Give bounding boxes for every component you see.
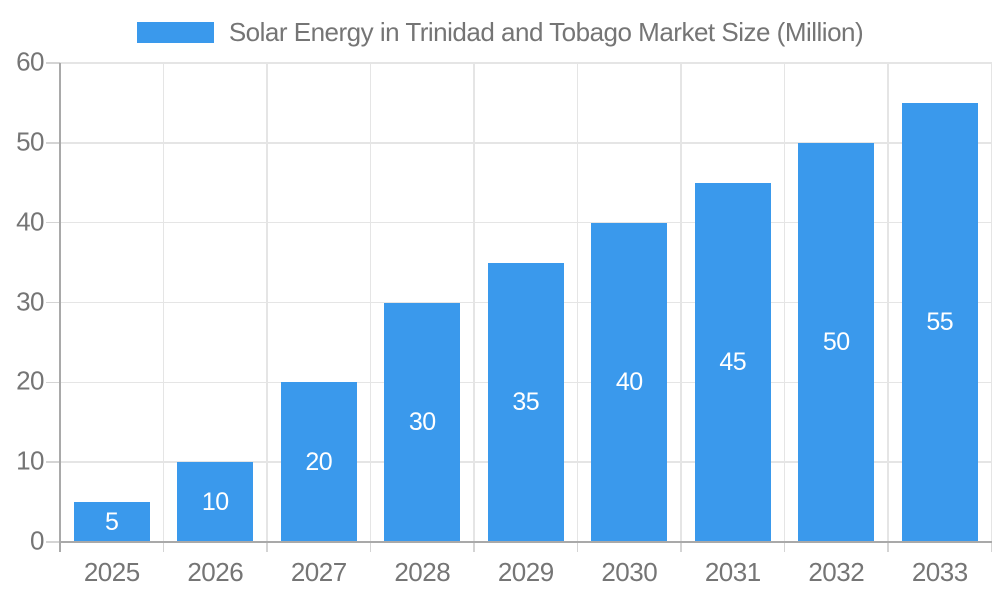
bar-2031[interactable]: 45 xyxy=(694,182,771,542)
y-tick-label: 60 xyxy=(16,46,44,77)
y-tick-label: 0 xyxy=(30,525,44,556)
gridline-vertical xyxy=(266,63,268,542)
gridline-vertical xyxy=(680,63,682,542)
x-axis-tick xyxy=(887,542,889,552)
x-tick-label: 2031 xyxy=(704,557,761,587)
legend[interactable]: Solar Energy in Trinidad and Tobago Mark… xyxy=(0,16,1000,47)
gridline-horizontal xyxy=(60,142,992,144)
gridline-vertical xyxy=(473,63,475,542)
gridline-vertical xyxy=(576,63,579,542)
x-axis-tick xyxy=(990,542,993,552)
gridline-vertical xyxy=(783,63,786,542)
legend-label: Solar Energy in Trinidad and Tobago Mark… xyxy=(228,16,864,47)
x-axis-tick xyxy=(783,542,786,552)
x-axis-tick xyxy=(680,542,682,552)
y-axis-tick xyxy=(46,541,60,543)
bar-value-label: 10 xyxy=(201,487,229,516)
x-tick-label: 2029 xyxy=(497,557,554,587)
legend-swatch[interactable] xyxy=(136,21,214,43)
x-tick-label: 2032 xyxy=(808,557,865,587)
x-tick-label: 2030 xyxy=(601,557,658,587)
y-tick-label: 30 xyxy=(16,286,44,317)
x-axis-line xyxy=(60,541,992,543)
bar-value-label: 5 xyxy=(105,507,119,536)
x-axis-tick xyxy=(576,542,579,552)
bar-value-label: 40 xyxy=(615,367,643,396)
bar-2025[interactable]: 5 xyxy=(73,502,150,542)
bar-2032[interactable]: 50 xyxy=(798,142,875,542)
bar-2033[interactable]: 55 xyxy=(901,102,978,542)
bar-value-label: 35 xyxy=(512,387,540,416)
y-axis-tick xyxy=(46,461,60,463)
x-tick-label: 2028 xyxy=(394,557,451,587)
y-axis-tick xyxy=(46,221,60,224)
y-axis-tick xyxy=(46,381,60,384)
bar-value-label: 50 xyxy=(822,327,850,356)
y-axis-tick xyxy=(46,142,60,144)
x-axis-tick xyxy=(266,542,268,552)
bar-value-label: 55 xyxy=(926,307,954,336)
y-axis-tick xyxy=(46,62,60,64)
y-axis-line xyxy=(59,63,61,552)
gridline-horizontal xyxy=(60,62,992,64)
bar-value-label: 45 xyxy=(719,347,747,376)
x-tick-label: 2027 xyxy=(290,557,347,587)
y-tick-label: 50 xyxy=(16,126,44,157)
gridline-horizontal xyxy=(60,221,992,224)
bar-value-label: 30 xyxy=(408,407,436,436)
y-tick-label: 20 xyxy=(16,365,44,396)
x-tick-label: 2026 xyxy=(187,557,244,587)
gridline-vertical xyxy=(369,63,372,542)
y-axis-tick xyxy=(46,301,60,304)
bar-2026[interactable]: 10 xyxy=(177,462,254,542)
gridline-vertical xyxy=(162,63,165,542)
x-tick-label: 2025 xyxy=(83,557,140,587)
bar-2027[interactable]: 20 xyxy=(280,382,357,542)
x-tick-label: 2033 xyxy=(911,557,968,587)
bar-2030[interactable]: 40 xyxy=(591,222,668,542)
y-tick-label: 10 xyxy=(16,445,44,476)
x-axis-tick xyxy=(162,542,165,552)
x-axis-tick xyxy=(369,542,372,552)
y-tick-label: 40 xyxy=(16,206,44,237)
x-axis-tick xyxy=(473,542,475,552)
gridline-vertical xyxy=(887,63,889,542)
bar-2028[interactable]: 30 xyxy=(384,302,461,542)
bar-2029[interactable]: 35 xyxy=(487,262,564,542)
gridline-vertical xyxy=(990,63,993,542)
bar-value-label: 20 xyxy=(305,447,333,476)
